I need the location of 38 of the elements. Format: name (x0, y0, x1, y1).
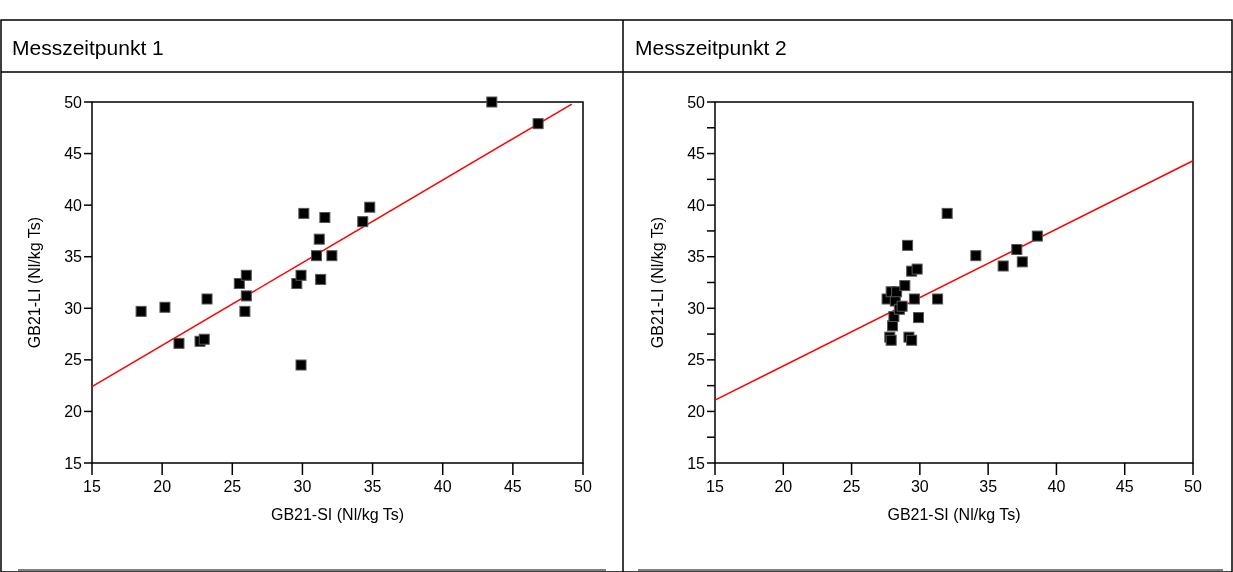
y-tick-label: 25 (64, 351, 83, 369)
y-tick-label: 45 (687, 145, 706, 163)
x-tick-label: 15 (83, 478, 101, 495)
y-tick-label: 20 (64, 402, 83, 420)
y-tick-label: 45 (64, 145, 83, 163)
y-tick-label: 50 (687, 93, 706, 111)
x-tick-label: 45 (503, 478, 522, 495)
x-tick-label: 30 (910, 478, 929, 495)
y-tick-label: 40 (64, 196, 83, 214)
y-axis-title: GB21-LI (Nl/kg Ts) (649, 216, 666, 349)
y-tick-label: 35 (687, 248, 706, 266)
x-tick-label: 35 (979, 478, 998, 495)
x-tick-label: 25 (842, 478, 861, 495)
chart-title: Messzeitpunkt 1 (12, 36, 164, 59)
x-tick-label: 30 (293, 478, 312, 495)
x-tick-label: 20 (774, 478, 793, 495)
x-axis-title: GB21-SI (Nl/kg Ts) (270, 506, 405, 523)
y-tick-label: 15 (687, 454, 706, 472)
y-tick-label: 15 (64, 454, 83, 472)
x-tick-label: 40 (1047, 478, 1066, 495)
chart-title: Messzeitpunkt 2 (635, 36, 787, 59)
y-tick-label: 30 (687, 299, 706, 317)
x-tick-label: 40 (433, 478, 452, 495)
y-tick-label: 35 (64, 248, 83, 266)
x-axis-title: GB21-SI (Nl/kg Ts) (887, 506, 1021, 523)
x-tick-label: 50 (574, 478, 592, 495)
x-tick-label: 20 (153, 478, 172, 495)
x-tick-label: 45 (1115, 478, 1134, 495)
y-tick-label: 20 (687, 402, 706, 420)
y-tick-label: 40 (687, 196, 706, 214)
y-tick-label: 25 (687, 351, 706, 369)
x-tick-label: 25 (223, 478, 242, 495)
y-tick-label: 50 (64, 93, 83, 111)
x-tick-label: 35 (363, 478, 382, 495)
y-axis-title: GB21-LI (Nl/kg Ts) (26, 216, 43, 349)
y-tick-label: 30 (64, 299, 83, 317)
x-tick-label: 15 (706, 478, 724, 495)
x-tick-label: 50 (1184, 478, 1202, 495)
